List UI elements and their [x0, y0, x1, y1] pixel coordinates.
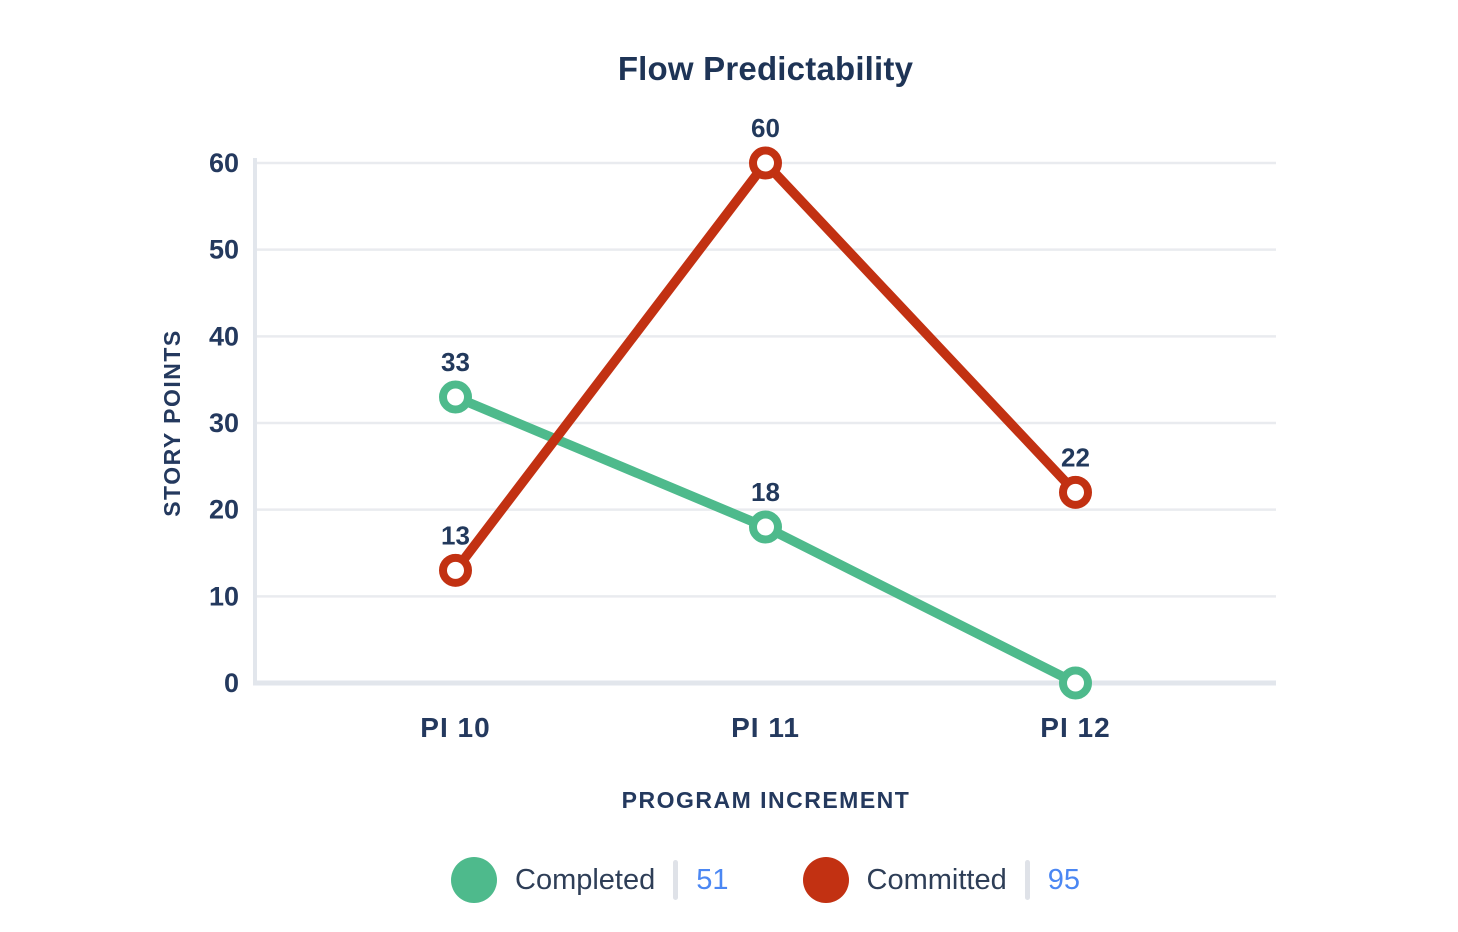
point-label-committed-pi-11: 60 — [751, 113, 780, 143]
y-tick-label-10: 10 — [209, 581, 239, 611]
x-tick-label-pi-12: PI 12 — [1040, 712, 1110, 743]
y-tick-label-40: 40 — [209, 321, 239, 351]
x-tick-label-pi-11: PI 11 — [731, 712, 800, 743]
legend-item-committed[interactable]: Committed 95 — [802, 857, 1080, 903]
y-tick-label-50: 50 — [209, 235, 239, 265]
y-axis-title: STORY POINTS — [159, 329, 185, 517]
point-marker-committed-pi-12[interactable] — [1059, 475, 1092, 509]
completed-series-swatch — [451, 857, 497, 903]
point-label-completed-pi-10: 33 — [441, 347, 470, 377]
y-tick-label-60: 60 — [209, 148, 239, 178]
chart-legend: Completed 51 Committed 95 — [255, 845, 1276, 915]
x-axis-title: PROGRAM INCREMENT — [622, 787, 911, 813]
y-tick-label-30: 30 — [209, 408, 239, 438]
completed-series-total: 51 — [696, 863, 729, 896]
point-marker-completed-pi-11[interactable] — [749, 510, 782, 544]
legend-divider — [1024, 860, 1030, 900]
chart-title: Flow Predictability — [617, 50, 914, 87]
point-marker-committed-pi-11[interactable] — [749, 146, 782, 180]
chart-canvas: STORY POINTS PROGRAM INCREMENT 0 10 20 30 40… — [159, 113, 1276, 813]
point-label-committed-pi-12: 22 — [1061, 442, 1090, 472]
committed-series-total: 95 — [1047, 863, 1080, 896]
y-tick-label-20: 20 — [209, 495, 239, 525]
legend-divider — [673, 860, 679, 900]
point-label-completed-pi-11: 18 — [751, 477, 780, 507]
point-marker-completed-pi-10[interactable] — [439, 380, 472, 414]
committed-series-label: Committed — [866, 863, 1007, 896]
point-marker-completed-pi-12[interactable] — [1059, 666, 1092, 700]
completed-series-label: Completed — [515, 863, 656, 896]
y-tick-label-0: 0 — [224, 668, 239, 698]
point-marker-committed-pi-10[interactable] — [439, 553, 472, 587]
legend-item-completed[interactable]: Completed 51 — [451, 857, 729, 903]
x-tick-label-pi-10: PI 10 — [420, 712, 490, 743]
committed-series-swatch — [802, 857, 849, 903]
point-label-committed-pi-10: 13 — [441, 520, 470, 550]
